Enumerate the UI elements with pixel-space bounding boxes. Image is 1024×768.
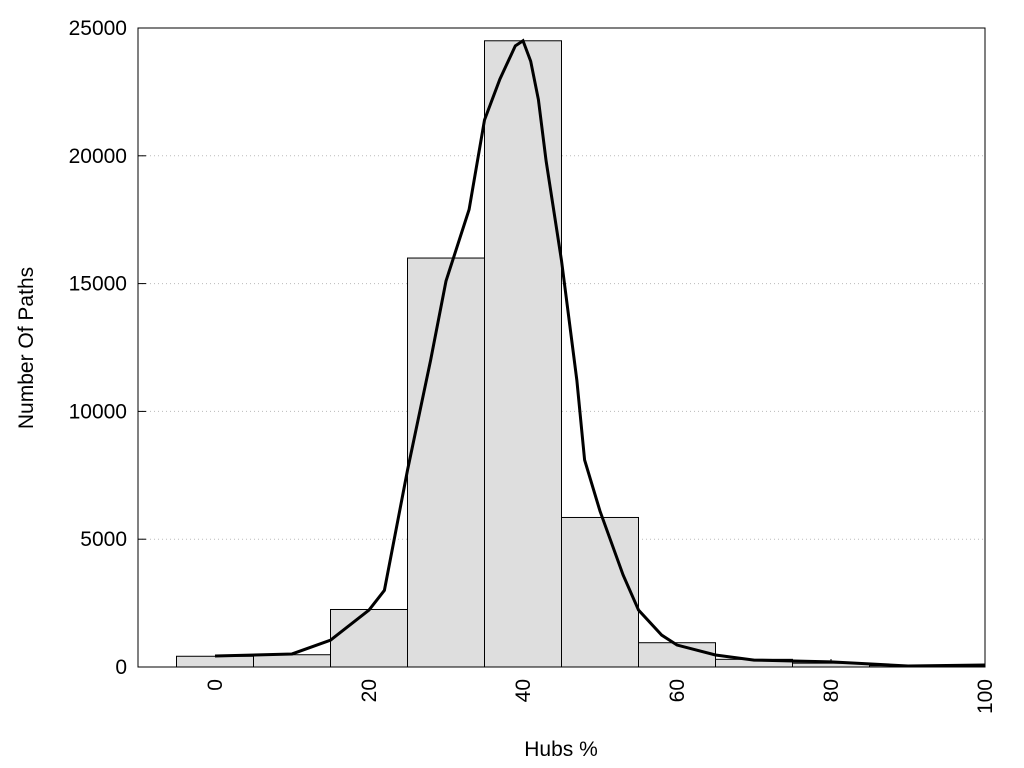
y-tick-label: 0 <box>115 656 127 679</box>
y-tick-label: 25000 <box>69 17 127 40</box>
bar <box>561 516 639 668</box>
x-tick-label: 80 <box>820 679 843 702</box>
bar <box>484 40 562 668</box>
y-tick-label: 15000 <box>69 273 127 296</box>
x-tick-label: 20 <box>358 679 381 702</box>
x-axis-label: Hubs % <box>524 738 598 761</box>
x-tick-label: 60 <box>666 679 689 702</box>
plot-frame <box>137 27 986 668</box>
y-tick-label: 10000 <box>69 400 127 423</box>
y-tick-label: 5000 <box>80 528 127 551</box>
bar <box>253 654 331 668</box>
bar <box>407 257 485 668</box>
bar <box>638 642 716 668</box>
x-tick-label: 100 <box>974 679 997 714</box>
bar <box>330 608 408 668</box>
y-tick-label: 20000 <box>69 145 127 168</box>
x-tick-label: 0 <box>204 679 227 691</box>
x-tick-label: 40 <box>512 679 535 702</box>
y-axis-label: Number Of Paths <box>15 267 38 429</box>
density-curve <box>214 38 986 668</box>
bar <box>176 655 254 668</box>
